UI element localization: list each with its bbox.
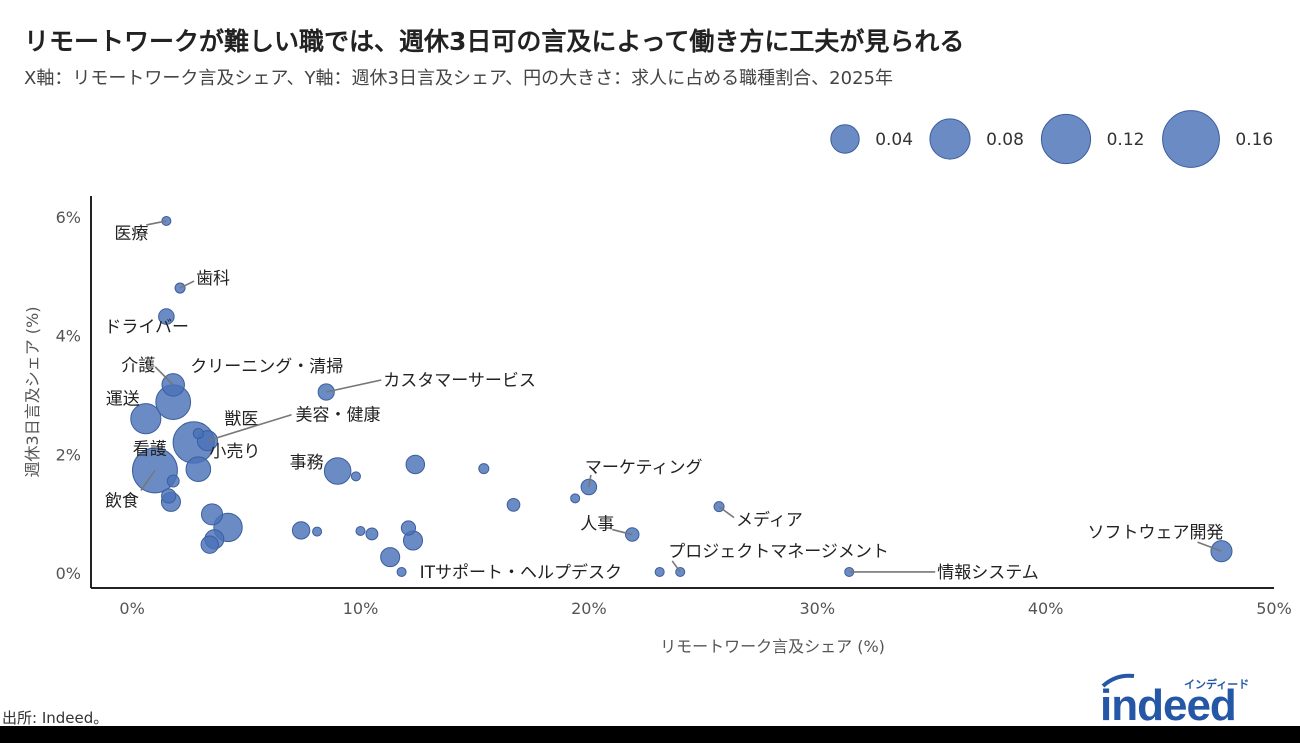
legend-bubble <box>1040 113 1092 165</box>
label-leader-line <box>612 528 633 536</box>
source-note: 出所: Indeed。 <box>2 709 109 727</box>
legend-label: 0.16 <box>1235 130 1273 150</box>
bubble <box>365 527 379 541</box>
bubble <box>380 547 401 568</box>
label-leader-line <box>671 560 681 573</box>
label-leader-line <box>154 366 174 386</box>
bubble <box>312 526 323 537</box>
x-tick-label: 0% <box>119 599 144 618</box>
point-label: ITサポート・ヘルプデスク <box>420 562 622 583</box>
bubble <box>161 488 177 504</box>
bubble <box>291 521 311 540</box>
bubble-マーケティング <box>580 478 598 496</box>
legend-label: 0.12 <box>1107 130 1145 150</box>
chart-subtitle: X軸：リモートワーク言及シェア、Y軸：週休3日言及シェア、円の大きさ：求人に占め… <box>24 68 893 89</box>
bubble-運送 <box>130 403 162 435</box>
bubble-事務 <box>323 457 352 485</box>
point-label: 獣医 <box>224 410 258 430</box>
bubble <box>201 503 224 526</box>
logo-word: indeed <box>1100 681 1236 728</box>
y-tick-label: 4% <box>56 327 81 346</box>
logo-kana: インディード <box>1184 677 1249 691</box>
x-tick-label: 20% <box>571 599 607 618</box>
bubble-獣医 <box>192 428 204 440</box>
point-label: 歯科 <box>196 269 230 289</box>
point-label: ソフトウェア開発 <box>1087 523 1223 543</box>
y-tick-label: 0% <box>56 564 81 583</box>
bubble <box>400 520 417 536</box>
point-label: プロジェクトマネージメント <box>668 542 889 562</box>
bubble <box>478 463 490 475</box>
point-label: クリーニング・清掃 <box>190 357 343 377</box>
legend-bubble <box>1162 110 1220 168</box>
bubble <box>166 474 180 488</box>
legend-bubble <box>830 124 860 154</box>
bubble-ドライバー <box>158 308 175 325</box>
legend-label: 0.04 <box>875 130 913 150</box>
x-tick-label: 50% <box>1256 599 1292 618</box>
point-label: カスタマーサービス <box>383 371 536 391</box>
label-leader-line <box>718 505 735 519</box>
bubble <box>570 493 581 504</box>
bubble <box>405 454 426 475</box>
bubble <box>506 497 521 512</box>
x-tick-label: 10% <box>343 599 379 618</box>
point-label: メディア <box>736 510 803 531</box>
chart-title: リモートワークが難しい職では、週休3日可の言及によって働き方に工夫が見られる <box>24 27 965 56</box>
x-tick-label: 40% <box>1028 599 1064 618</box>
bubble <box>396 566 407 577</box>
y-tick-label: 2% <box>56 445 81 464</box>
label-leader-line <box>140 469 156 491</box>
point-label: 小売り <box>209 442 260 462</box>
y-axis-title: 週休3日言及シェア (%) <box>23 307 42 478</box>
label-leader-line <box>146 220 167 226</box>
x-tick-label: 30% <box>799 599 835 618</box>
point-label: 介護 <box>121 356 155 376</box>
x-axis-title: リモートワーク言及シェア (%) <box>660 637 885 656</box>
point-label: 事務 <box>290 453 324 473</box>
label-leader-line <box>588 474 592 488</box>
logo-arc <box>1101 673 1135 688</box>
label-leader-line <box>1197 541 1222 552</box>
label-leader-line <box>207 413 292 442</box>
point-label: 人事 <box>580 515 614 535</box>
point-label: マーケティング <box>585 458 703 478</box>
y-tick-label: 6% <box>56 208 81 227</box>
bubble-小売り <box>185 456 212 483</box>
label-leader-line <box>326 379 382 393</box>
indeed-logo: インディード indeed <box>1100 673 1249 728</box>
point-label: 飲食 <box>105 491 139 511</box>
point-label: 情報システム <box>937 563 1039 583</box>
bubble <box>355 525 366 536</box>
legend-label: 0.08 <box>986 130 1024 150</box>
bubble <box>200 535 219 554</box>
point-label: 看護 <box>133 439 167 459</box>
point-label: ドライバー <box>104 318 189 338</box>
bubble-ITサポート・ヘルプデスク <box>654 566 665 577</box>
legend-bubble <box>929 118 971 160</box>
point-label: 美容・健康 <box>295 406 380 426</box>
bubble <box>350 471 361 482</box>
point-label: 運送 <box>106 390 140 410</box>
footer-bar <box>0 726 1300 743</box>
label-leader-line <box>179 280 195 289</box>
point-label: 医療 <box>114 224 148 244</box>
